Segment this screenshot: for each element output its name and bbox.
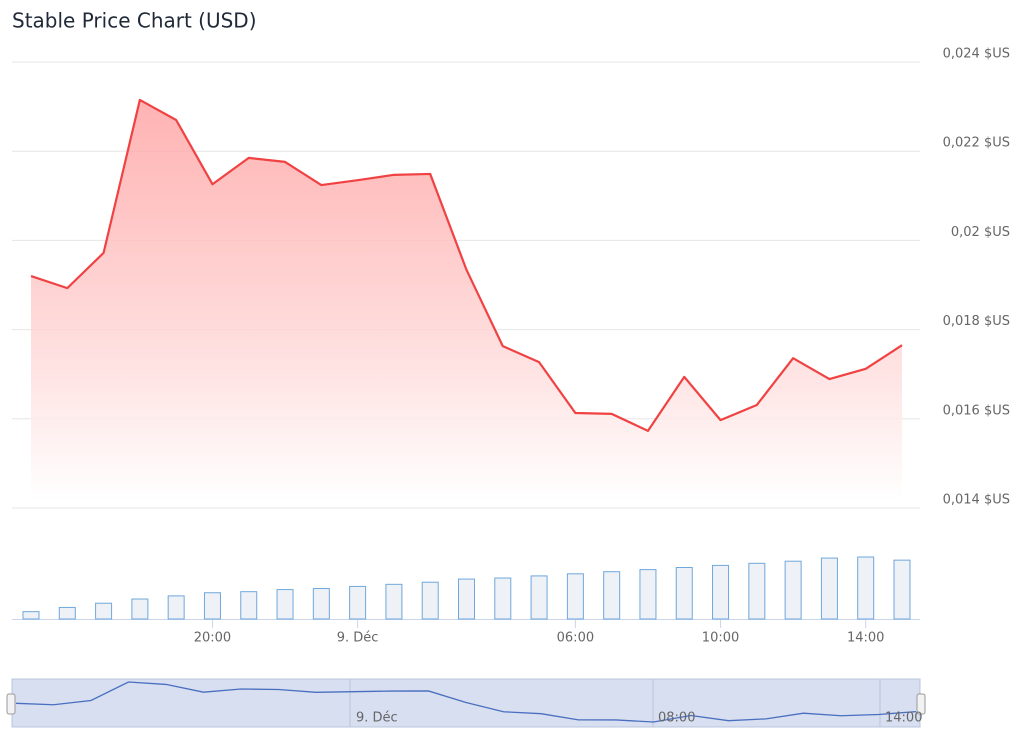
volume-bar <box>566 573 584 620</box>
volume-bar <box>712 564 730 620</box>
navigator-line <box>15 681 917 723</box>
y-tick-label: 0,022 $US <box>943 136 1010 151</box>
chart-title: Stable Price Chart (USD) <box>12 9 257 33</box>
price-line <box>30 98 903 432</box>
volume-bar <box>820 557 838 620</box>
y-tick-label: 0,016 $US <box>943 403 1010 418</box>
volume-bar <box>675 567 693 620</box>
y-tick-label: 0,02 $US <box>951 225 1010 240</box>
volume-bar <box>494 577 512 620</box>
price-area <box>31 99 902 500</box>
volume-bar <box>893 559 911 620</box>
volume-bar <box>58 606 76 620</box>
volume-bar <box>22 611 40 620</box>
navigator-label: 08:00 <box>658 711 695 726</box>
volume-bar <box>603 571 621 620</box>
x-tick-label: 20:00 <box>194 631 231 646</box>
volume-bar <box>421 581 439 620</box>
volume-bar <box>784 560 802 620</box>
volume-bar <box>276 589 294 620</box>
volume-bar <box>349 585 367 620</box>
x-tick-label: 10:00 <box>702 631 739 646</box>
x-tick-label: 06:00 <box>557 631 594 646</box>
volume-bar <box>240 591 258 620</box>
volume-bar <box>458 578 475 620</box>
volume-bar <box>748 562 766 620</box>
volume-bar <box>312 588 330 620</box>
x-tick-label: 14:00 <box>847 631 884 646</box>
volume-bar <box>131 598 149 620</box>
navigator-label: 9. Déc <box>356 711 398 726</box>
volume-bar <box>167 595 185 620</box>
volume-bar <box>385 583 403 620</box>
volume-bar <box>530 575 548 620</box>
navigator-label: 14:00 <box>885 711 922 726</box>
volume-bar <box>639 569 657 620</box>
y-tick-label: 0,018 $US <box>943 314 1010 329</box>
volume-bar <box>203 592 221 620</box>
y-tick-label: 0,014 $US <box>943 493 1010 508</box>
navigator-handle[interactable] <box>6 693 16 715</box>
volume-bar <box>857 556 875 620</box>
volume-bar <box>95 602 113 620</box>
navigator-handle[interactable] <box>916 693 926 715</box>
x-tick-label: 9. Déc <box>337 631 379 646</box>
y-tick-label: 0,024 $US <box>943 47 1010 62</box>
